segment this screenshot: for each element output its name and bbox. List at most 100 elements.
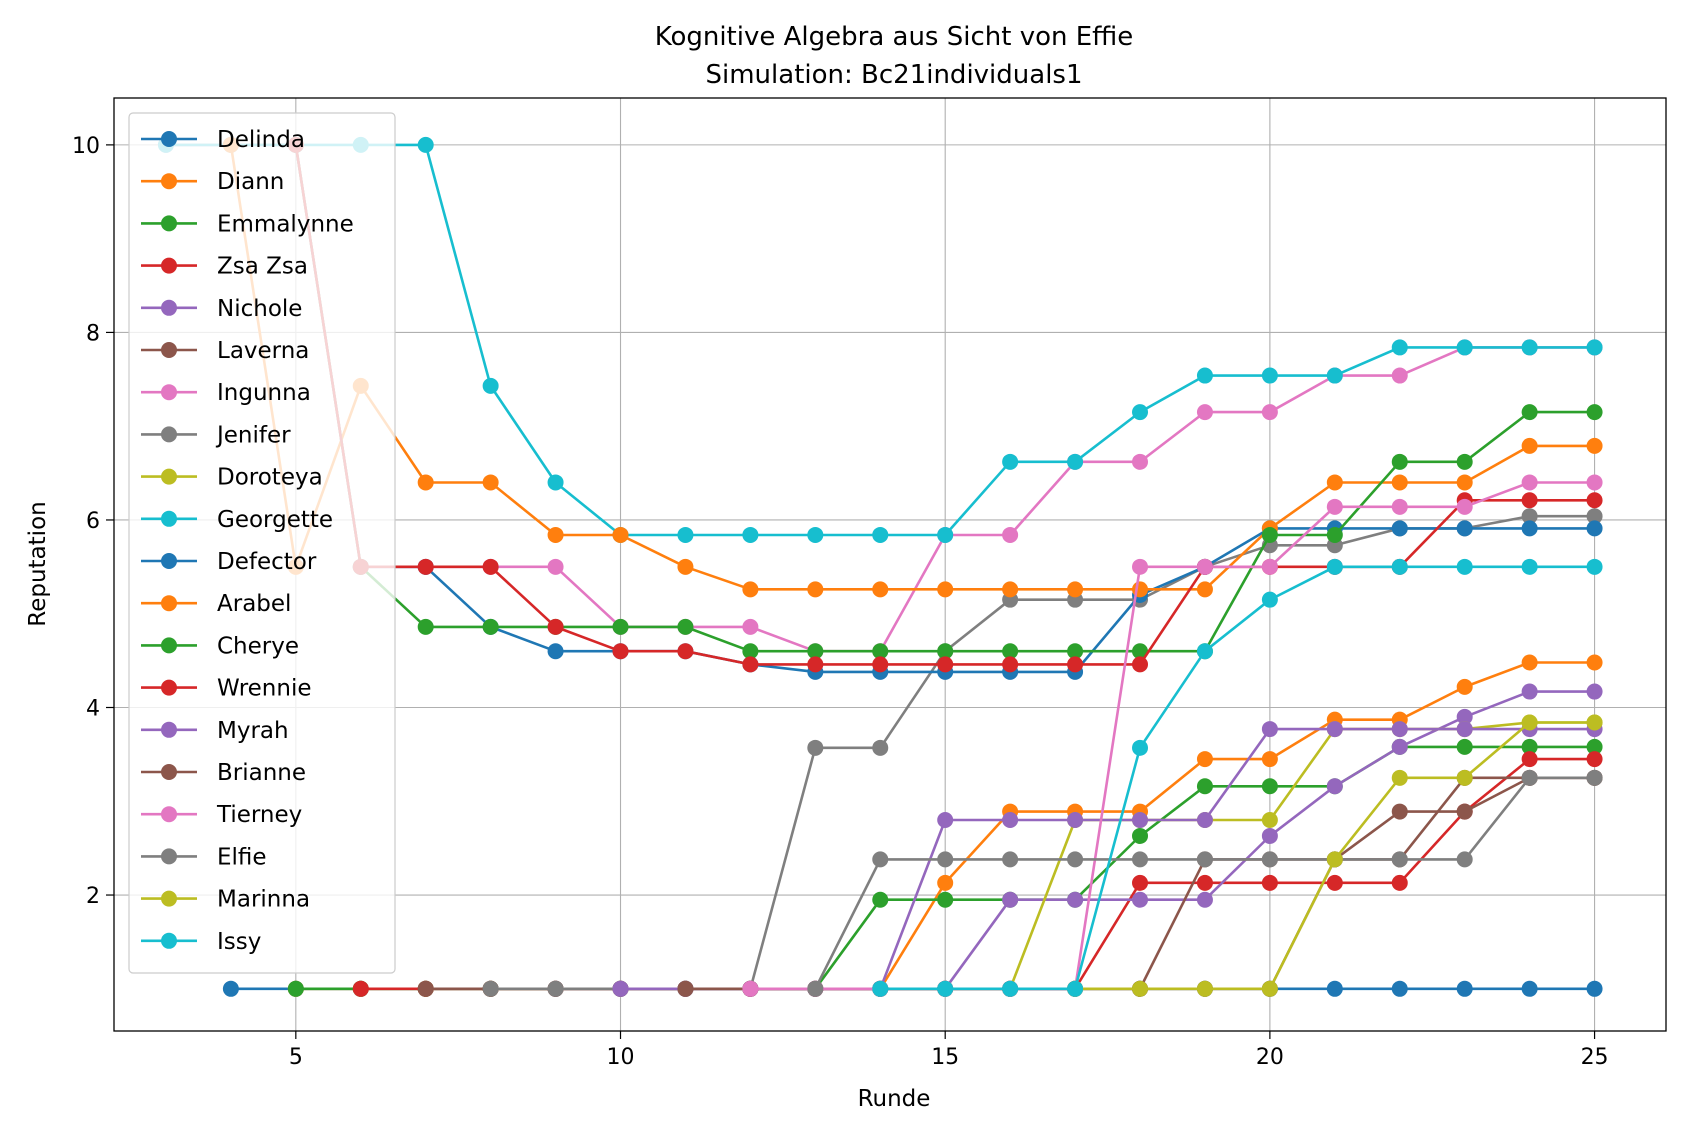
data-point [872, 581, 889, 598]
data-point [1521, 980, 1538, 997]
data-point [612, 526, 629, 543]
series-line [229, 144, 1595, 591]
data-point [1261, 404, 1278, 421]
data-point [1132, 874, 1149, 891]
data-point [1261, 980, 1278, 997]
y-tick-label: 10 [72, 134, 100, 159]
data-point [1067, 891, 1084, 908]
data-point [1391, 367, 1408, 384]
data-point [1067, 656, 1084, 673]
data-point [1326, 367, 1343, 384]
data-point [1521, 769, 1538, 786]
data-point [1521, 508, 1538, 525]
legend-swatch-marker [161, 848, 177, 865]
data-point [1326, 526, 1343, 543]
data-point [1586, 683, 1603, 700]
data-point [1521, 714, 1538, 731]
data-point [1196, 874, 1213, 891]
data-point [1586, 769, 1603, 786]
data-point [1456, 769, 1473, 786]
data-point [872, 891, 889, 908]
data-point [547, 474, 564, 491]
legend-label: Diann [217, 169, 284, 195]
data-point [1521, 751, 1538, 768]
data-point [482, 618, 499, 635]
legend-swatch-marker [161, 215, 177, 232]
x-tick-label: 5 [289, 1045, 303, 1070]
data-point [1196, 980, 1213, 997]
data-point [1002, 526, 1019, 543]
data-point [872, 980, 889, 997]
data-point [1586, 474, 1603, 491]
data-point [1391, 721, 1408, 738]
data-point [807, 739, 824, 756]
data-point [677, 558, 694, 575]
data-point [482, 980, 499, 997]
data-point [937, 581, 954, 598]
data-point [1132, 656, 1149, 673]
data-point [1067, 812, 1084, 829]
data-point [417, 136, 434, 153]
data-point [1002, 656, 1019, 673]
legend-entry: Brianne [141, 760, 306, 786]
data-point [1002, 851, 1019, 868]
legend-swatch-marker [161, 173, 177, 190]
data-point [677, 980, 694, 997]
legend-label: Georgette [217, 507, 333, 533]
data-point [1586, 520, 1603, 537]
data-point [677, 618, 694, 635]
legend-label: Tierney [216, 802, 302, 828]
legend-entry: Elfie [141, 844, 267, 870]
data-point [677, 526, 694, 543]
data-point [1261, 874, 1278, 891]
legend-entry: Arabel [141, 591, 291, 617]
data-point [1196, 891, 1213, 908]
data-point [807, 581, 824, 598]
y-tick-label: 2 [86, 884, 100, 909]
data-point [1196, 558, 1213, 575]
data-point [1391, 498, 1408, 515]
data-point [807, 656, 824, 673]
data-point [1391, 851, 1408, 868]
legend-box [128, 112, 396, 974]
data-point [1067, 581, 1084, 598]
legend-label: Brianne [217, 760, 306, 786]
legend-label: Emmalynne [217, 211, 354, 237]
data-point [1586, 492, 1603, 509]
legend-entry: Emmalynne [141, 211, 354, 237]
data-point [1067, 980, 1084, 997]
data-point [1391, 769, 1408, 786]
data-point [742, 526, 759, 543]
legend-entry: Zsa Zsa [141, 254, 308, 280]
data-point [1261, 526, 1278, 543]
data-point [1521, 404, 1538, 421]
data-point [1196, 404, 1213, 421]
data-point [1586, 508, 1603, 525]
legend-entry: Myrah [141, 718, 289, 744]
data-point [677, 643, 694, 660]
legend-entry: Delinda [141, 127, 305, 153]
data-point [1002, 581, 1019, 598]
x-tick-label: 25 [1581, 1045, 1609, 1070]
data-point [417, 558, 434, 575]
data-point [612, 618, 629, 635]
x-tick-label: 15 [931, 1045, 959, 1070]
data-point [1521, 339, 1538, 356]
data-point [547, 980, 564, 997]
legend-label: Doroteya [217, 465, 323, 491]
data-point [1067, 643, 1084, 660]
series-line [880, 565, 1595, 991]
data-point [482, 558, 499, 575]
data-point [1456, 803, 1473, 820]
data-point [1586, 437, 1603, 454]
legend-label: Defector [217, 549, 317, 575]
data-point [872, 851, 889, 868]
data-point [1456, 678, 1473, 695]
legend-entry: Marinna [141, 887, 310, 913]
data-point [1521, 492, 1538, 509]
data-point [1261, 591, 1278, 608]
data-point [742, 581, 759, 598]
data-point [1002, 891, 1019, 908]
legend-entry: Nichole [141, 296, 302, 322]
data-point [1002, 643, 1019, 660]
